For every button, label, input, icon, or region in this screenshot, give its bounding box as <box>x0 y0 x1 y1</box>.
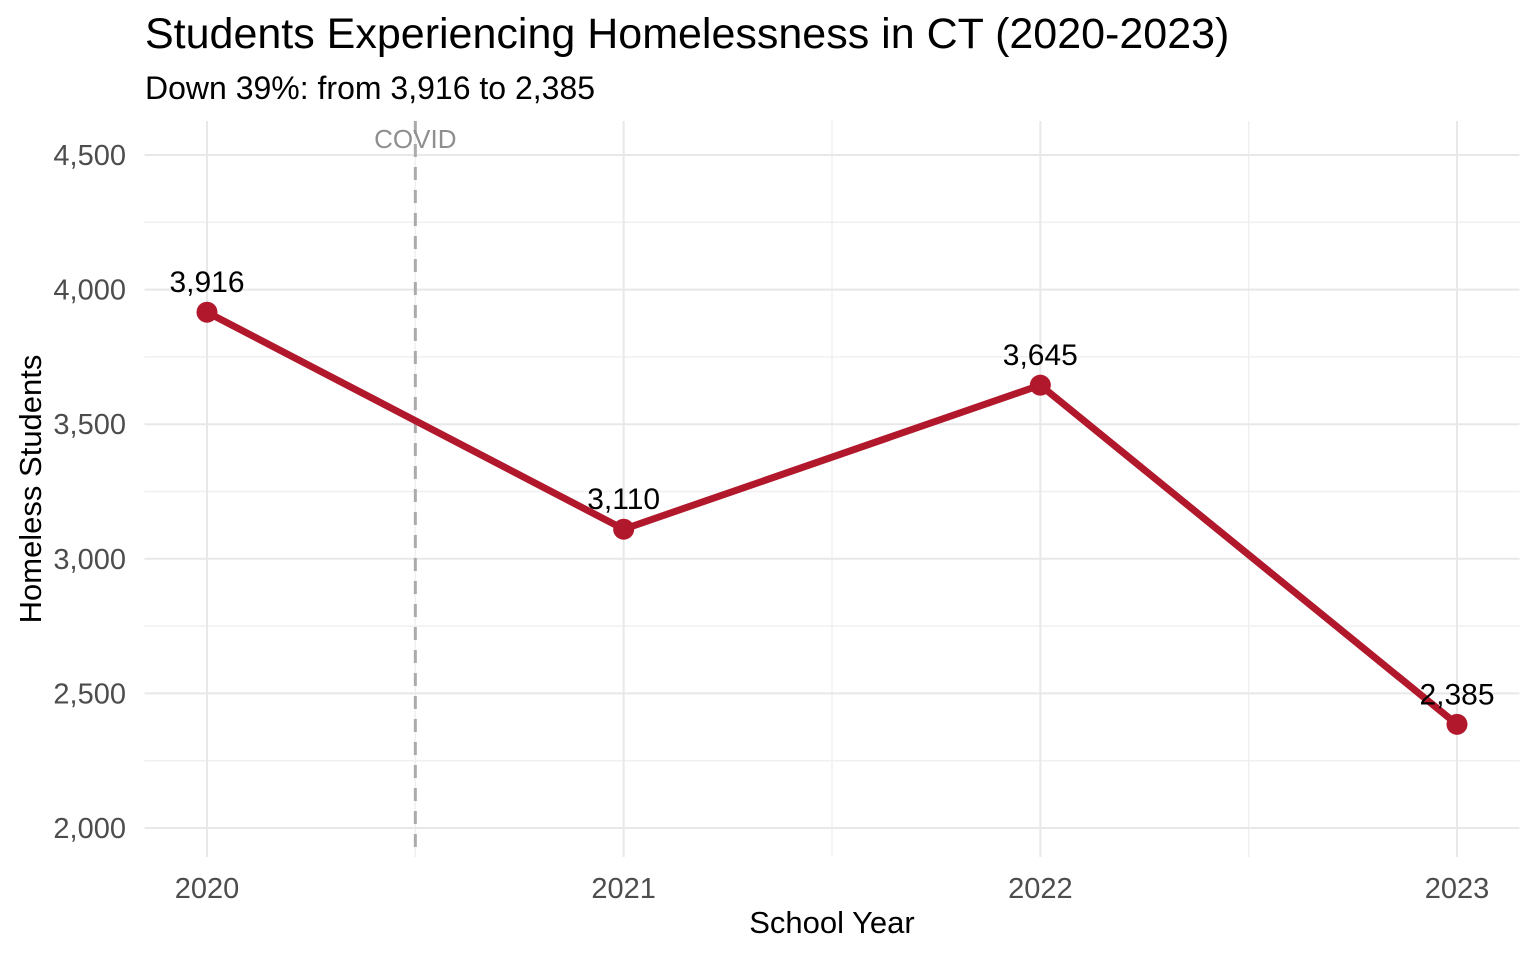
x-tick-label: 2021 <box>591 873 656 905</box>
y-axis-title: Homeless Students <box>13 354 48 624</box>
y-tick-label: 2,500 <box>53 678 126 710</box>
y-tick-label: 4,500 <box>53 140 126 172</box>
data-point-label: 3,916 <box>169 266 244 299</box>
trend-line <box>203 308 1461 728</box>
y-tick-label: 4,000 <box>53 275 126 307</box>
data-point <box>1029 374 1051 396</box>
data-point <box>613 518 635 540</box>
covid-label: COVID <box>374 124 456 154</box>
x-tick-label: 2020 <box>175 873 240 905</box>
x-axis-title: School Year <box>749 905 915 940</box>
chart-title: Students Experiencing Homelessness in CT… <box>145 10 1230 58</box>
axis-tick-labels: 2,000 2,500 3,000 3,500 4,000 4,500 2020 2021 20… <box>53 140 1489 905</box>
chart-subtitle: Down 39%: from 3,916 to 2,385 <box>145 70 596 106</box>
x-tick-label: 2023 <box>1425 873 1490 905</box>
data-series <box>196 301 1468 735</box>
data-point <box>1446 713 1468 735</box>
covid-annotation: COVID <box>374 121 457 857</box>
x-tick-label: 2022 <box>1008 873 1073 905</box>
data-point-label: 3,645 <box>1003 339 1078 372</box>
y-tick-label: 3,500 <box>53 409 126 441</box>
y-tick-label: 2,000 <box>53 813 126 845</box>
data-point-labels: 3,916 3,110 3,645 2,385 <box>169 266 1494 711</box>
data-point-label: 3,110 <box>587 483 660 516</box>
y-tick-label: 3,000 <box>53 544 126 576</box>
data-point <box>196 301 218 323</box>
gridlines-major <box>144 121 1520 857</box>
data-point-label: 2,385 <box>1419 678 1494 711</box>
gridlines-minor <box>144 121 1520 857</box>
